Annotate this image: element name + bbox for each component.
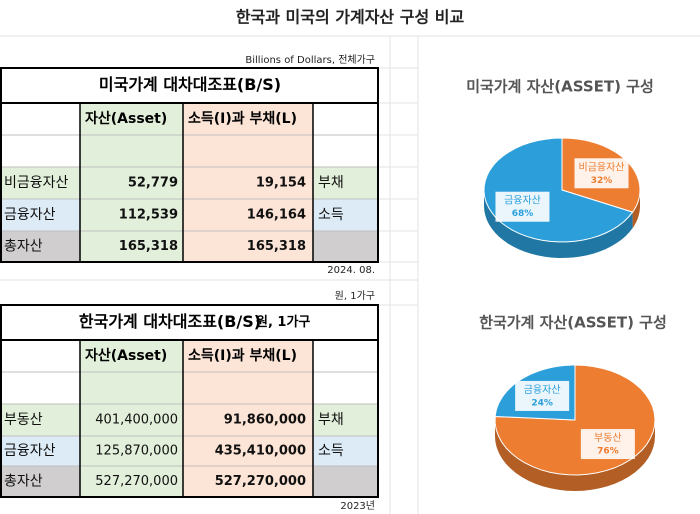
asset-column	[80, 103, 183, 262]
table-border	[0, 304, 379, 498]
row-label: 금융자산	[4, 207, 56, 223]
asset-amount: 401,400,000	[95, 413, 178, 428]
label-box	[515, 380, 570, 411]
side-label: 부채	[318, 412, 344, 428]
row-label-cell	[0, 167, 80, 199]
row-label-cell	[0, 199, 80, 231]
liability-column	[183, 103, 313, 262]
table-unit: 원, 1가구	[256, 315, 310, 330]
slice-value: 68%	[512, 209, 534, 219]
label-box	[580, 429, 635, 460]
pie-side	[632, 190, 640, 229]
chart-title: 미국가계 자산(ASSET) 구성	[466, 78, 654, 96]
asset-column	[80, 340, 183, 497]
side-label: 소득	[318, 443, 344, 459]
slice-value: 76%	[597, 447, 619, 457]
side-label-cell	[313, 167, 378, 199]
column-header: 소득(I)과 부채(L)	[188, 111, 297, 127]
liability-amount: 91,860,000	[224, 413, 306, 428]
date-note: 2023년	[340, 500, 375, 512]
slice-value: 32%	[591, 176, 613, 186]
row-label-cell	[0, 231, 80, 262]
row-label-cell	[0, 466, 80, 497]
row-label: 비금융자산	[4, 175, 69, 191]
asset-amount: 527,270,000	[95, 474, 178, 489]
liability-amount: 19,154	[256, 176, 306, 191]
asset-amount: 165,318	[119, 239, 178, 254]
table-title: 한국가계 대차대조표(B/S)	[79, 312, 261, 331]
side-label-cell	[313, 231, 378, 262]
unit-note: Billions of Dollars, 전체가구	[245, 54, 375, 66]
side-label-cell	[313, 436, 378, 466]
table-title: 미국가계 대차대조표(B/S)	[99, 75, 281, 94]
side-label: 소득	[318, 207, 344, 223]
pie-side	[495, 420, 655, 491]
slice-label: 금융자산	[504, 195, 541, 207]
label-box	[495, 191, 550, 222]
unit-note: 원, 1가구	[335, 290, 375, 302]
liability-column	[183, 340, 313, 497]
side-label-cell	[313, 404, 378, 436]
row-label: 부동산	[4, 412, 43, 428]
column-header: 자산(Asset)	[85, 347, 167, 364]
liability-amount: 146,164	[247, 208, 306, 223]
page-title: 한국과 미국의 가계자산 구성 비교	[236, 8, 465, 27]
side-label-cell	[313, 466, 378, 497]
date-note: 2024. 08.	[327, 265, 375, 276]
column-header: 소득(I)과 부채(L)	[188, 348, 297, 364]
slice-label: 비금융자산	[579, 161, 625, 173]
side-label-cell	[313, 199, 378, 231]
row-label-cell	[0, 404, 80, 436]
liability-amount: 527,270,000	[215, 474, 306, 489]
liability-amount: 435,410,000	[215, 444, 306, 459]
table-border	[0, 67, 379, 263]
row-label-cell	[0, 436, 80, 466]
side-label: 부채	[318, 175, 344, 191]
slice-value: 24%	[531, 398, 553, 408]
asset-amount: 52,779	[128, 176, 178, 191]
slice-label: 부동산	[594, 432, 622, 444]
asset-amount: 112,539	[119, 208, 178, 223]
row-label: 총자산	[4, 239, 43, 255]
slice-label: 금융자산	[524, 384, 561, 396]
asset-amount: 125,870,000	[95, 444, 178, 459]
row-label: 총자산	[4, 474, 43, 490]
label-box	[574, 158, 629, 189]
pie-side	[484, 190, 633, 258]
column-header: 자산(Asset)	[85, 110, 167, 127]
liability-amount: 165,318	[247, 239, 306, 254]
row-label: 금융자산	[4, 443, 56, 459]
chart-title: 한국가계 자산(ASSET) 구성	[479, 314, 667, 332]
